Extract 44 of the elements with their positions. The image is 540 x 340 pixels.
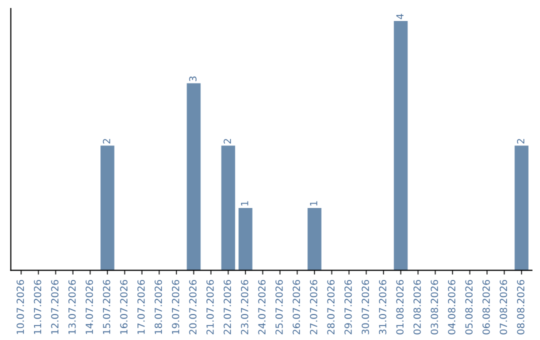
x-tick-label: 29.07.2026 <box>344 280 352 334</box>
x-tick-label: 25.07.2026 <box>275 280 283 334</box>
x-tick-label: 26.07.2026 <box>292 280 300 334</box>
x-tick-label: 27.07.2026 <box>310 280 318 334</box>
x-tick-label: 31.07.2026 <box>378 280 386 334</box>
bar <box>221 146 236 270</box>
data-label: 2 <box>517 139 524 144</box>
x-tick-label: 30.07.2026 <box>362 280 370 334</box>
x-tick-label: 14.07.2026 <box>86 280 93 334</box>
x-tick-label: 05.08.2026 <box>465 280 473 334</box>
bar <box>308 208 322 270</box>
x-tick-label: 02.08.2026 <box>413 280 421 334</box>
x-tick-label: 03.08.2026 <box>430 280 438 334</box>
x-tick-label: 24.07.2026 <box>258 280 266 334</box>
x-tick-label: 22.07.2026 <box>224 280 232 334</box>
data-label: 3 <box>189 76 197 82</box>
x-tick-label: 18.07.2026 <box>154 280 162 334</box>
data-label: 2 <box>224 139 231 144</box>
x-tick-label: 20.07.2026 <box>189 280 197 334</box>
x-tick-label: 13.07.2026 <box>68 280 76 334</box>
x-tick-label: 01.08.2026 <box>396 280 404 334</box>
bar <box>394 20 408 270</box>
bar <box>238 208 252 270</box>
x-tick-label: 07.08.2026 <box>500 280 508 334</box>
data-label: 1 <box>241 201 248 206</box>
x-tick-label: 04.08.2026 <box>448 280 456 334</box>
data-label: 1 <box>310 201 318 206</box>
x-tick-label: 21.07.2026 <box>206 280 214 334</box>
bar <box>186 83 201 270</box>
x-tick-label: 16.07.2026 <box>120 280 128 334</box>
x-tick-label: 28.07.2026 <box>327 280 335 334</box>
x-tick-label: 15.07.2026 <box>102 280 110 334</box>
bar <box>100 146 114 270</box>
x-tick-label: 08.08.2026 <box>517 280 524 334</box>
data-label: 2 <box>102 139 110 144</box>
x-tick-label: 19.07.2026 <box>172 280 180 334</box>
x-tick-label: 11.07.2026 <box>34 280 42 334</box>
x-tick-label: 12.07.2026 <box>51 280 58 334</box>
data-label: 4 <box>396 14 404 20</box>
bar <box>514 146 528 270</box>
x-tick-label: 06.08.2026 <box>482 280 490 334</box>
x-tick-label: 17.07.2026 <box>137 280 145 334</box>
x-tick-label: 23.07.2026 <box>240 280 248 334</box>
x-tick-label: 10.07.2026 <box>16 280 24 334</box>
